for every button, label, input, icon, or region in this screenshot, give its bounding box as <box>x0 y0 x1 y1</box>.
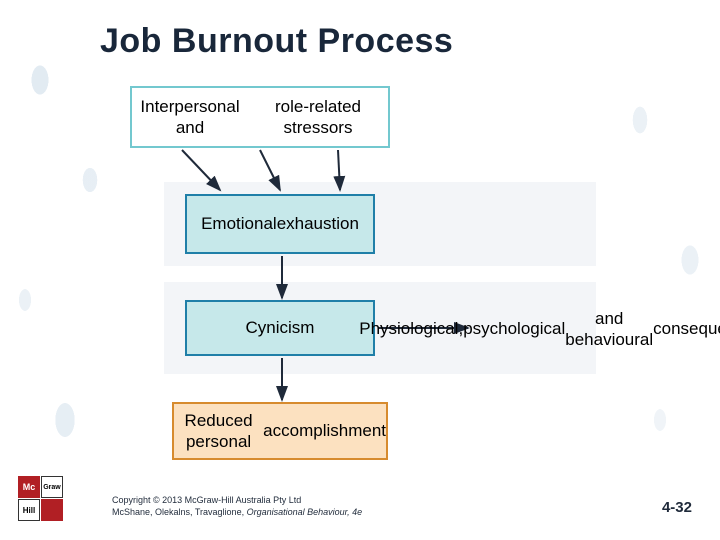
box-consequences: Physiological,psychologicaland behaviour… <box>474 274 648 384</box>
box-reduced-accomplishment: Reduced personalaccomplishment <box>172 402 388 460</box>
slide: Job Burnout Process Interpersonal androl… <box>0 0 720 540</box>
box-cynicism: Cynicism <box>185 300 375 356</box>
box-emotional-exhaustion: Emotionalexhaustion <box>185 194 375 254</box>
slide-title: Job Burnout Process <box>100 22 453 61</box>
copyright-line1: Copyright © 2013 McGraw-Hill Australia P… <box>112 494 362 506</box>
copyright-line2: McShane, Olekalns, Travaglione, Organisa… <box>112 506 362 518</box>
copyright-text: Copyright © 2013 McGraw-Hill Australia P… <box>112 494 362 518</box>
box-stressors: Interpersonal androle-related stressors <box>130 86 390 148</box>
publisher-logo: Mc Graw Hill <box>18 476 64 522</box>
page-number: 4-32 <box>662 499 692 516</box>
